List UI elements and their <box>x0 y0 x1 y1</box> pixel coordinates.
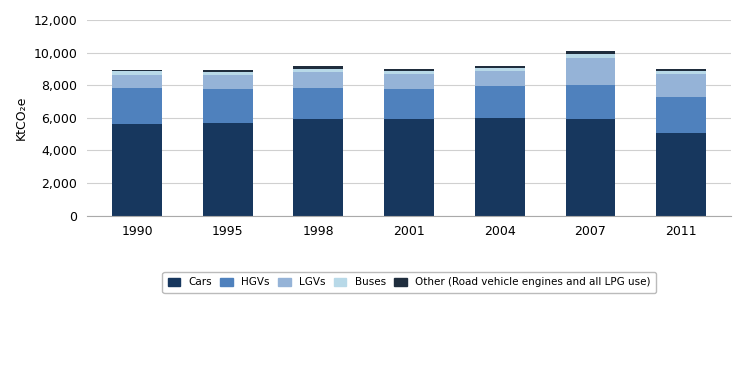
Bar <box>656 97 706 133</box>
Bar <box>656 71 706 74</box>
Bar <box>203 89 253 123</box>
Bar <box>203 123 253 216</box>
Bar <box>384 120 434 216</box>
Bar <box>293 88 343 120</box>
Bar <box>203 75 253 89</box>
Bar <box>474 68 524 72</box>
Bar <box>112 124 162 216</box>
Bar <box>203 70 253 72</box>
Y-axis label: KtCO₂e: KtCO₂e <box>15 96 28 140</box>
Bar <box>112 88 162 124</box>
Bar <box>565 85 615 118</box>
Bar <box>293 68 343 72</box>
Bar <box>293 120 343 216</box>
Bar <box>656 74 706 97</box>
Bar <box>293 72 343 88</box>
Bar <box>384 74 434 89</box>
Bar <box>112 70 162 72</box>
Bar <box>565 51 615 54</box>
Bar <box>203 72 253 75</box>
Bar <box>384 71 434 74</box>
Bar <box>474 118 524 216</box>
Bar <box>656 133 706 216</box>
Bar <box>293 66 343 68</box>
Bar <box>565 54 615 57</box>
Bar <box>112 75 162 88</box>
Bar <box>565 57 615 85</box>
Bar <box>112 72 162 75</box>
Bar <box>474 72 524 86</box>
Bar <box>656 69 706 71</box>
Bar <box>384 89 434 120</box>
Legend: Cars, HGVs, LGVs, Buses, Other (Road vehicle engines and all LPG use): Cars, HGVs, LGVs, Buses, Other (Road veh… <box>163 272 656 292</box>
Bar <box>384 69 434 71</box>
Bar <box>474 86 524 118</box>
Bar <box>565 118 615 216</box>
Bar <box>474 66 524 68</box>
